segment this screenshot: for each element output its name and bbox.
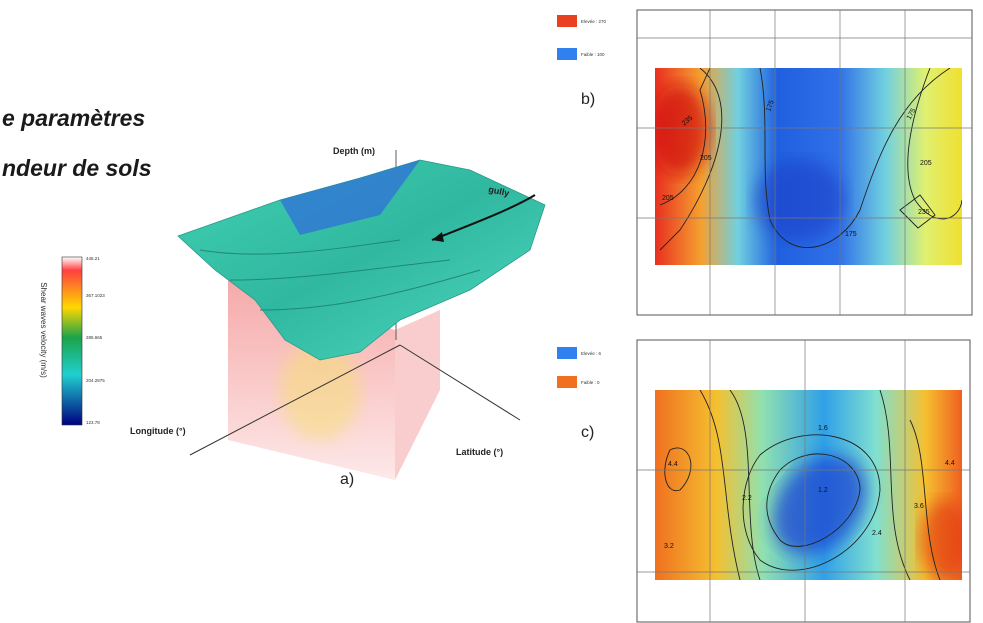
high-zone [920, 500, 970, 580]
colorbar-tick: 285.665 [86, 335, 103, 340]
colorbar-tick: 123.78 [86, 420, 100, 425]
heading-line: e paramètres [2, 105, 145, 131]
colorbar-tick: 367.1023 [86, 293, 105, 298]
colorbar-title: Shear waves velocity (m/s) [39, 282, 48, 378]
contour-label: 205 [662, 195, 674, 202]
contour-label: 1.2 [818, 487, 828, 494]
panel-label: a) [340, 471, 354, 488]
contour-label: 175 [845, 231, 857, 238]
colorbar: 446.21 367.1023 285.665 204.2875 123.78 … [39, 256, 105, 425]
axis-label: Depth (m) [333, 146, 375, 156]
panel-label: c) [581, 424, 594, 441]
low-zone [755, 160, 845, 240]
heading-line: ndeur de sols [2, 155, 152, 181]
panel-label: b) [581, 91, 595, 108]
contour-label: 205 [920, 160, 932, 167]
legend-label: Faible : 100 [581, 52, 605, 57]
colorbar-tick: 204.2875 [86, 378, 105, 383]
colorbar-tick: 446.21 [86, 256, 100, 261]
axis-label: Latitude (°) [456, 447, 503, 457]
contour-label: 205 [700, 155, 712, 162]
contour-label: 1.6 [818, 425, 828, 432]
legend-swatch [557, 376, 577, 388]
legend-swatch [557, 347, 577, 359]
map-c: Elevée : 6 Faible : 0 c) 4.4 3.2 2.2 1.6… [557, 340, 970, 622]
colorbar-swatch [62, 257, 82, 425]
legend-label: Elevée : 270 [581, 19, 607, 24]
contour-label: 2.2 [742, 495, 752, 502]
map-field [650, 68, 962, 265]
contour-label: 3.6 [914, 503, 924, 510]
contour-label: 2.4 [872, 530, 882, 537]
legend-label: Elevée : 6 [581, 351, 602, 356]
legend-label: Faible : 0 [581, 380, 600, 385]
legend-swatch [557, 15, 577, 27]
page: Figure html, body { margin: 0; padding: … [0, 0, 983, 623]
contour-label: 4.4 [945, 460, 955, 467]
axis-label: Longitude (°) [130, 426, 186, 436]
map-field [655, 390, 970, 580]
map-b: Elevée : 270 Faible : 100 b) 175 205 235… [557, 10, 972, 315]
contour-label: 4.4 [668, 461, 678, 468]
body: { "heading": {"lines": ["e paramètres", … [0, 0, 983, 623]
contour-label: 3.2 [664, 543, 674, 550]
figure: e paramètres ndeur de sols 446.21 367.10… [0, 0, 983, 623]
contour-label: 235 [918, 209, 930, 216]
block-diagram: Depth (m) gully Longitude (°) Latitude (… [130, 146, 545, 488]
section-plane [395, 310, 440, 480]
legend-swatch [557, 48, 577, 60]
